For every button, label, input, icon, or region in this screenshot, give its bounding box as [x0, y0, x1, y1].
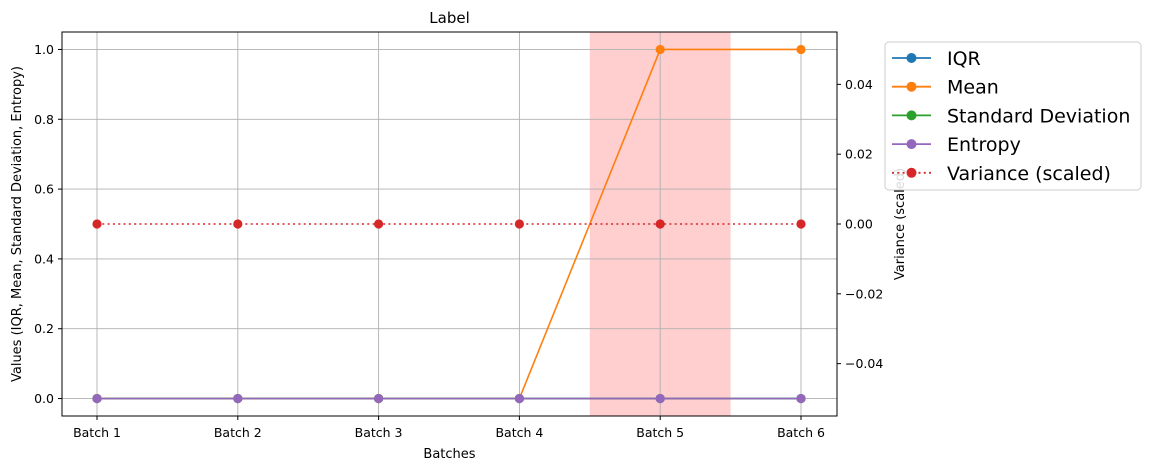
y-tick-label: 0.6 — [34, 182, 54, 197]
y-tick-label: 0.2 — [34, 321, 54, 336]
y-tick-label: 0.4 — [34, 251, 54, 266]
data-point — [796, 44, 806, 55]
y-tick-label: 0.0 — [34, 391, 54, 406]
legend-item: IQR — [892, 48, 981, 70]
axes-layer: Batch 1 Batch 2 Batch 3 Batch 4 Batch 5 Batch… — [34, 42, 883, 440]
x-tick-label: Batch 4 — [495, 425, 543, 440]
y2-tick-label: 0.00 — [845, 217, 873, 232]
y2-tick-label: 0.02 — [845, 147, 873, 162]
legend-swatch-marker — [906, 167, 917, 178]
data-point — [655, 393, 665, 404]
legend-label: Entropy — [947, 134, 1021, 156]
legend-swatch-marker — [906, 110, 917, 121]
legend: IQR Mean Standard Deviation Entropy Variance… — [884, 41, 1142, 191]
legend-label: Mean — [947, 77, 999, 99]
data-point — [233, 393, 243, 404]
legend-item: Standard Deviation — [892, 105, 1130, 127]
x-axis-label: Batches — [423, 447, 475, 462]
x-tick-label: Batch 6 — [777, 425, 825, 440]
data-point — [514, 393, 525, 404]
legend-swatch-marker — [906, 139, 917, 150]
x-tick-label: Batch 5 — [636, 425, 684, 440]
data-point — [92, 219, 102, 229]
y2-axis-label: Variance (scaled) — [893, 168, 908, 280]
legend-label: Variance (scaled) — [947, 163, 1111, 185]
legend-box — [884, 41, 1142, 191]
legend-item: Entropy — [892, 134, 1021, 156]
legend-item: Mean — [892, 77, 999, 99]
y-axis-label: Values (IQR, Mean, Standard Deviation, E… — [10, 66, 25, 382]
data-point — [92, 393, 102, 404]
data-point — [655, 219, 665, 229]
data-point — [374, 393, 384, 404]
data-point — [796, 219, 806, 229]
series-layer — [92, 44, 806, 404]
legend-label: IQR — [947, 48, 981, 70]
data-point — [374, 219, 384, 229]
y-tick-label: 1.0 — [34, 42, 54, 57]
data-point — [233, 219, 243, 229]
data-point — [514, 219, 525, 229]
legend-swatch-marker — [906, 53, 917, 63]
y2-tick-label: −0.04 — [845, 356, 883, 371]
legend-item: Variance (scaled) — [892, 163, 1111, 185]
data-point — [655, 44, 665, 55]
series-entropy — [92, 393, 806, 404]
y2-tick-label: −0.02 — [845, 286, 883, 301]
x-tick-label: Batch 3 — [355, 425, 403, 440]
data-point — [796, 393, 806, 404]
chart-title: Label — [429, 9, 469, 27]
series-variance-scaled — [92, 219, 806, 229]
x-tick-label: Batch 2 — [214, 425, 262, 440]
y-tick-label: 0.8 — [34, 112, 54, 127]
y2-tick-label: 0.04 — [845, 77, 873, 92]
x-tick-label: Batch 1 — [73, 425, 121, 440]
legend-label: Standard Deviation — [947, 105, 1130, 127]
legend-swatch-marker — [906, 81, 917, 92]
